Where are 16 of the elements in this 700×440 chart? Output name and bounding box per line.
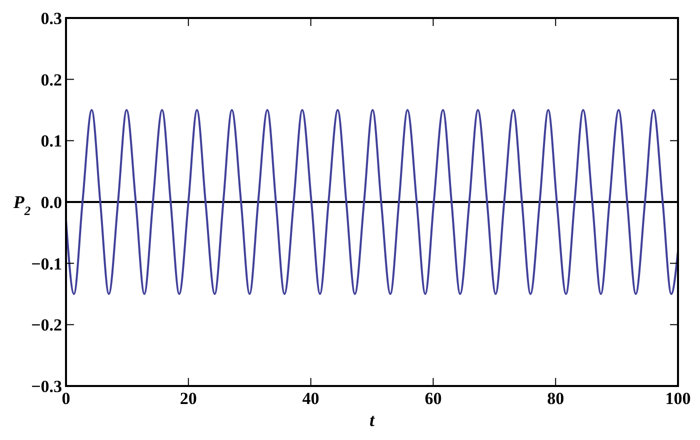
y-tick-label: 0.0 xyxy=(40,193,62,212)
line-series xyxy=(65,109,679,295)
y-axis-title: P$_{2}$ xyxy=(12,192,32,218)
y-tick-label: 0.3 xyxy=(40,9,62,28)
x-tick-label: 0 xyxy=(62,389,70,408)
x-tick-label: 40 xyxy=(302,389,320,408)
x-tick-label: 60 xyxy=(424,389,442,408)
y-tick-label: 0.1 xyxy=(40,132,62,151)
x-tick-label: 100 xyxy=(665,389,691,408)
x-axis-title: t xyxy=(369,410,376,430)
y-tick-label: −0.3 xyxy=(31,377,62,396)
y-tick-label: −0.2 xyxy=(31,316,62,335)
y-tick-label: −0.1 xyxy=(31,254,62,274)
y-tick-label: 0.2 xyxy=(40,70,62,90)
x-tick-label: 20 xyxy=(180,389,197,408)
x-tick-label: 80 xyxy=(547,389,564,408)
